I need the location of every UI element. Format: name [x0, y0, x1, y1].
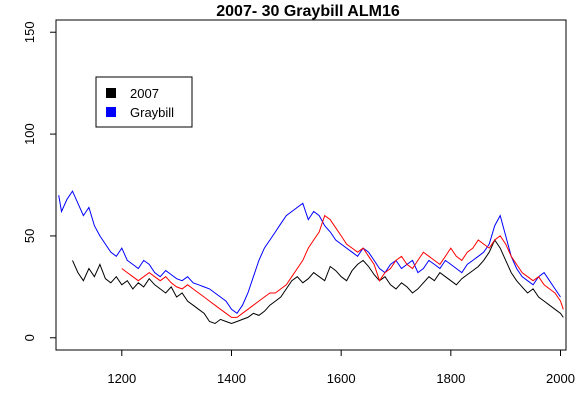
x-tick-label-2000: 2000 [546, 371, 575, 386]
legend-swatch-graybill [106, 107, 116, 117]
legend: 2007 Graybill [95, 76, 193, 128]
y-tick-label-0: 0 [22, 334, 37, 341]
y-tick-label-50: 50 [22, 229, 37, 243]
series-layer [58, 190, 564, 325]
x-tick-label-1800: 1800 [436, 371, 465, 386]
plot-frame [55, 19, 567, 351]
legend-label-2007: 2007 [130, 86, 159, 101]
legend-box [95, 76, 193, 128]
legend-label-graybill: Graybill [130, 105, 174, 120]
series-line-red [121, 214, 564, 318]
legend-swatch-2007 [106, 88, 116, 98]
x-axis: 1200 1400 1600 1800 2000 [107, 350, 575, 386]
y-axis: 0 50 100 150 [22, 21, 56, 341]
x-tick-label-1400: 1400 [217, 371, 246, 386]
x-tick-label-1600: 1600 [327, 371, 356, 386]
series-line-2007 [72, 238, 564, 325]
series-line-graybill [58, 190, 561, 315]
x-tick-label-1200: 1200 [107, 371, 136, 386]
y-tick-label-100: 100 [22, 123, 37, 145]
y-tick-label-150: 150 [22, 21, 37, 43]
chart-title: 2007- 30 Graybill ALM16 [216, 3, 400, 20]
